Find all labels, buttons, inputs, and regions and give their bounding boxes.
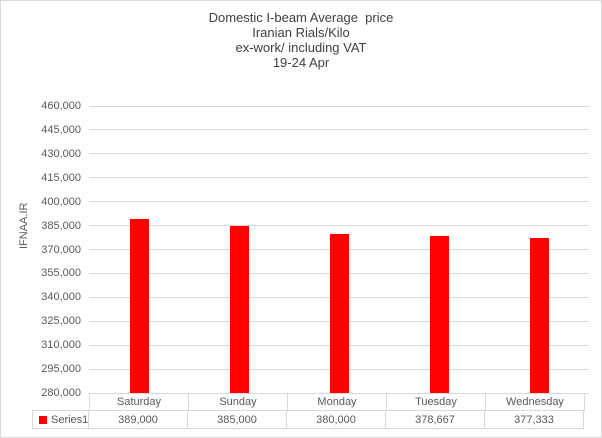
y-tick-label: 295,000 [41,363,81,376]
gridline [89,201,589,203]
chart-title: Domestic I-beam Average price Iranian Ri… [1,10,601,70]
value-cell-sunday: 385,000 [187,410,287,429]
gridline [89,225,589,227]
y-tick-label: 355,000 [41,267,81,280]
chart-title-line-1: Domestic I-beam Average price [208,10,394,25]
bar-sunday [229,225,249,393]
gridline [89,129,589,131]
y-tick-label: 460,000 [41,100,81,112]
y-tick-label: 325,000 [41,315,81,328]
gridline [89,153,589,155]
series-name: Series1 [51,413,89,426]
day-cell-saturday: Saturday [89,393,189,411]
chart-title-line-3: ex-work/ including VAT [235,40,367,55]
legend-cell: Series1 [32,410,89,429]
chart-title-line-2: Iranian Rials/Kilo [252,25,350,40]
y-tick-label: 430,000 [41,147,81,160]
y-tick-label: 280,000 [41,387,81,399]
y-tick-label: 415,000 [41,171,81,184]
bar-saturday [129,219,149,393]
bar-wednesday [529,237,549,393]
y-tick-label: 400,000 [41,195,81,208]
day-cell-sunday: Sunday [188,393,288,411]
plot-area [89,105,589,394]
y-tick-label: 340,000 [41,291,81,304]
day-cell-wednesday: Wednesday [485,393,585,411]
gridline [89,177,589,179]
table-header-row: Saturday Sunday Monday Tuesday Wednesday [32,393,585,411]
value-cell-saturday: 389,000 [88,410,188,429]
y-tick-label: 310,000 [41,339,81,352]
bar-monday [329,233,349,393]
series-color-swatch-icon [39,415,47,424]
day-cell-monday: Monday [287,393,387,411]
data-table: Saturday Sunday Monday Tuesday Wednesday Ser… [32,393,585,429]
y-tick-label: 385,000 [41,219,81,232]
value-cell-wednesday: 377,333 [484,410,584,429]
day-cell-tuesday: Tuesday [386,393,486,411]
chart-title-line-4: 19-24 Apr [272,55,330,70]
gridline [89,105,589,107]
y-tick-label: 370,000 [41,243,81,256]
bar-tuesday [429,235,449,393]
value-cell-monday: 380,000 [286,410,386,429]
legend-spacer [32,393,89,411]
value-cell-tuesday: 378,667 [385,410,485,429]
y-tick-label: 445,000 [41,123,81,136]
table-value-row: Series1 389,000 385,000 380,000 378,667 377,… [32,410,584,429]
